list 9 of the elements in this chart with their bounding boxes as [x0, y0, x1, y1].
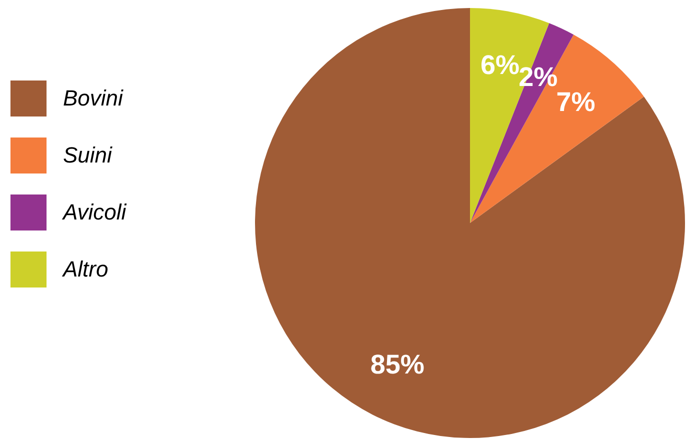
legend-label: Avicoli	[61, 200, 128, 224]
legend-label: Bovini	[63, 86, 124, 110]
legend-label: Suini	[63, 142, 114, 168]
legend-label: Altro	[61, 256, 108, 282]
pie-slice	[470, 34, 644, 223]
data-label: 7%	[556, 86, 596, 117]
data-label: 6%	[480, 50, 520, 80]
data-label: 85%	[370, 350, 424, 380]
pie-slice	[255, 8, 685, 438]
